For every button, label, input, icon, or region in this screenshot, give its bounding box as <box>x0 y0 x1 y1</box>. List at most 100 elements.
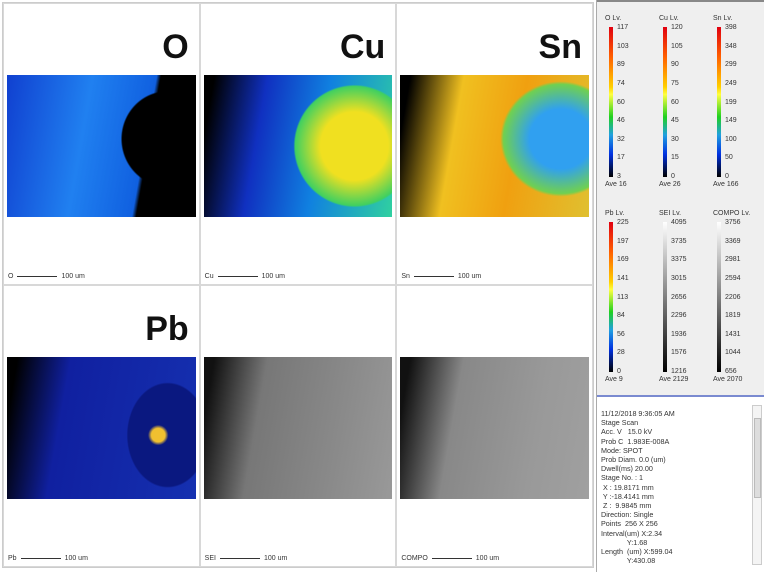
info-line: Z : 9.9845 mm <box>601 501 652 511</box>
tick-label: 100 <box>725 135 737 143</box>
scale-title: Sn Lv. <box>713 15 733 22</box>
map-panel-pb[interactable]: Pb Pb 100 um <box>3 285 200 567</box>
tick-label: 3015 <box>671 274 687 282</box>
scale-line <box>17 276 58 277</box>
scale-bar: COMPO 100 um <box>401 555 499 562</box>
scale-line <box>20 558 61 559</box>
color-strip <box>663 222 667 372</box>
tick-label: 75 <box>671 79 679 87</box>
info-line: Stage No. : 1 <box>601 473 643 483</box>
info-line: Length (um) X:599.04 <box>601 547 673 557</box>
tick-label: 0 <box>725 173 729 180</box>
tick-label: 348 <box>725 42 737 50</box>
scale-length: 100 um <box>263 555 288 562</box>
element-map-image <box>400 357 589 499</box>
tick-label: 197 <box>617 237 629 245</box>
tick-label: 60 <box>671 98 679 106</box>
info-line: Prob Diam. 0.0 (um) <box>601 455 666 465</box>
info-scrollbar[interactable] <box>752 405 762 565</box>
scale-label: Sn <box>401 273 410 280</box>
info-line: Direction: Single <box>601 510 654 520</box>
info-line: 11/12/2018 9:36:05 AM <box>601 409 675 418</box>
tick-label: 3756 <box>725 219 741 226</box>
info-line: Interval(um) X:2.34 <box>601 528 663 538</box>
map-panel-o[interactable]: O O 100 um <box>3 3 200 285</box>
scale-length: 100 um <box>261 273 285 280</box>
tick-label: 1216 <box>671 368 687 375</box>
average-value: Ave 16 <box>605 181 627 188</box>
map-grid: O O 100 um Cu Cu 100 um Sn Sn 100 um Pb Pb 100 … <box>2 2 594 568</box>
level-scales: O Lv. 117 103 89 74 60 46 32 17 3 Ave 16 Cu Lv. 1… <box>597 0 764 393</box>
tick-label: 117 <box>617 24 629 31</box>
tick-label: 225 <box>617 219 629 226</box>
info-line: Prob C 1.983E-008A <box>601 436 670 446</box>
tick-label: 84 <box>617 312 625 320</box>
map-panel-cu[interactable]: Cu Cu 100 um <box>199 3 397 285</box>
tick-label: 45 <box>671 117 679 125</box>
element-map-image <box>203 75 393 217</box>
scale-length: 100 um <box>64 555 88 562</box>
tick-label: 4095 <box>671 219 687 226</box>
color-strip <box>717 222 721 372</box>
analysis-info: 11/12/2018 9:36:05 AM Stage Scan Acc. V 15… <box>597 395 764 572</box>
tick-label: 60 <box>617 98 625 106</box>
tick-label: 1819 <box>725 312 741 320</box>
scale-label: Pb <box>8 555 17 562</box>
tick-label: 3375 <box>671 256 687 264</box>
tick-label: 2656 <box>671 293 687 301</box>
average-value: Ave 166 <box>713 181 739 188</box>
tick-label: 46 <box>617 117 625 125</box>
tick-label: 169 <box>617 256 629 264</box>
color-strip <box>717 27 721 177</box>
tick-label: 3 <box>617 173 621 180</box>
scale-bar: SEI 100 um <box>205 555 288 562</box>
scale-label: Cu <box>204 273 214 280</box>
scale-title: Cu Lv. <box>659 15 679 22</box>
tick-label: 398 <box>725 24 737 31</box>
scale-length: 100 um <box>475 555 500 562</box>
scale-title: COMPO Lv. <box>713 210 751 217</box>
color-strip <box>663 27 667 177</box>
scale-line <box>217 276 258 277</box>
tick-label: 0 <box>671 173 675 180</box>
tick-label: 74 <box>617 79 625 87</box>
scale-bar: O 100 um <box>8 273 85 280</box>
tick-label: 2594 <box>725 274 741 282</box>
scale-bar: Pb 100 um <box>8 555 88 562</box>
element-map-image <box>7 357 196 499</box>
scale-label: COMPO <box>401 555 428 562</box>
scale-line <box>219 558 260 559</box>
color-strip <box>609 27 613 177</box>
info-line: Y:430.08 <box>601 556 656 566</box>
element-label: O <box>162 28 189 66</box>
info-line: Y:1.68 <box>601 537 648 547</box>
element-map-image <box>400 75 589 217</box>
color-strip <box>609 222 613 372</box>
tick-label: 30 <box>671 135 679 143</box>
side-panel: O Lv. 117 103 89 74 60 46 32 17 3 Ave 16 Cu Lv. 1… <box>596 0 764 572</box>
map-panel-compo[interactable]: COMPO 100 um <box>396 285 593 567</box>
tick-label: 89 <box>617 61 625 69</box>
tick-label: 90 <box>671 61 679 69</box>
scroll-thumb[interactable] <box>754 418 761 498</box>
scale-line <box>413 276 454 277</box>
tick-label: 299 <box>725 61 737 69</box>
map-panel-sei[interactable]: SEI 100 um <box>199 285 397 567</box>
tick-label: 15 <box>671 154 679 162</box>
info-line: Points 256 X 256 <box>601 519 658 529</box>
tick-label: 32 <box>617 135 625 143</box>
scale-bar: Sn 100 um <box>401 273 481 280</box>
scale-length: 100 um <box>61 273 85 280</box>
map-panel-sn[interactable]: Sn Sn 100 um <box>396 3 593 285</box>
tick-label: 1936 <box>671 330 687 338</box>
element-map-image <box>203 357 393 499</box>
info-line: Acc. V 15.0 kV <box>601 427 653 437</box>
tick-label: 149 <box>725 117 737 125</box>
scale-title: SEI Lv. <box>659 210 682 217</box>
tick-label: 17 <box>617 154 625 162</box>
scale-line <box>431 558 472 559</box>
tick-label: 2206 <box>725 293 741 301</box>
tick-label: 0 <box>617 368 621 375</box>
info-line: Mode: SPOT <box>601 445 643 455</box>
tick-label: 656 <box>725 368 737 375</box>
